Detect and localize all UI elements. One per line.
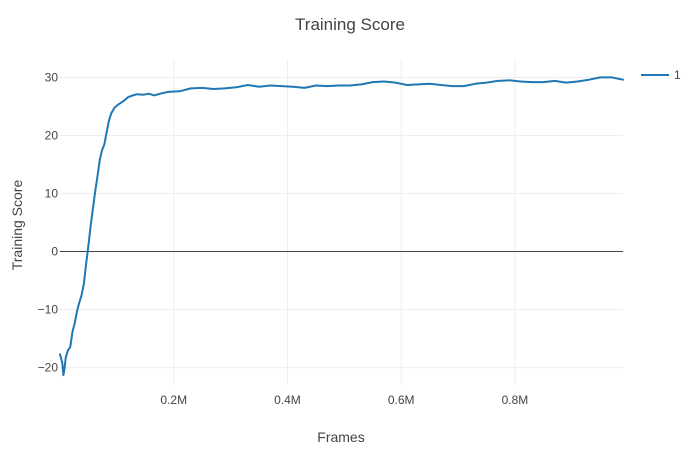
y-tick-label: 20 [45, 128, 59, 142]
y-tick-label: −20 [38, 361, 59, 375]
chart-title: Training Score [295, 15, 405, 34]
x-tick-label: 0.8M [502, 393, 529, 407]
y-axis-title: Training Score [9, 180, 25, 271]
y-tick-label: 30 [45, 70, 59, 84]
x-tick-label: 0.2M [160, 393, 187, 407]
y-tick-label: −10 [38, 303, 59, 317]
legend[interactable]: 1 [641, 68, 681, 82]
grid [60, 60, 623, 385]
y-tick-label: 10 [45, 186, 59, 200]
x-axis-title: Frames [317, 429, 364, 445]
series-layer [59, 76, 624, 377]
x-tick-label: 0.4M [274, 393, 301, 407]
y-axis-ticks: −20 −10 0 10 20 30 [38, 70, 59, 374]
y-tick-label: 0 [51, 245, 58, 259]
x-axis-ticks: 0.2M 0.4M 0.6M 0.8M [160, 393, 528, 407]
legend-label[interactable]: 1 [674, 68, 681, 82]
series-line-1 [59, 76, 624, 377]
x-tick-label: 0.6M [388, 393, 415, 407]
